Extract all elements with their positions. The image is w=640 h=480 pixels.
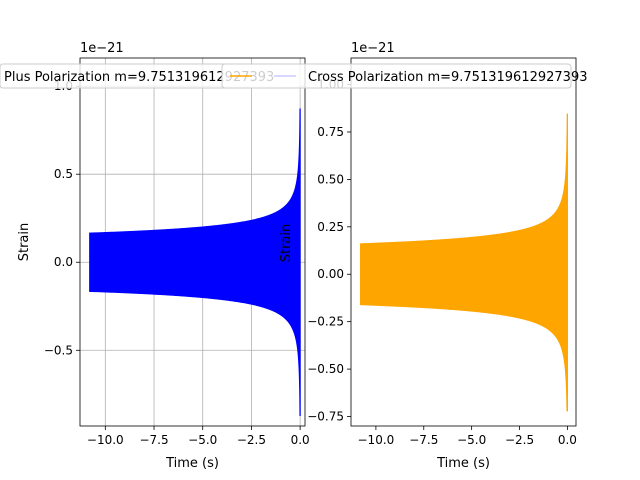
x-tick-label: −5.0	[457, 433, 486, 447]
cross-polarization-legend: Cross Polarization m=9.751319612927393	[221, 63, 587, 89]
x-tick-label: −2.5	[505, 433, 534, 447]
x-tick-label: 0.0	[558, 433, 577, 447]
y-tick-label: 0.50	[317, 172, 344, 186]
y-axis-ticks: −0.50.00.51.0	[44, 79, 80, 357]
x-tick-label: −7.5	[409, 433, 438, 447]
cross-polarization-waveform	[359, 113, 568, 412]
x-tick-label: −10.0	[87, 433, 124, 447]
x-tick-label: −10.0	[358, 433, 395, 447]
x-axis-label: Time (s)	[165, 456, 219, 471]
y-tick-label: 0.5	[54, 167, 73, 181]
y-tick-label: 0.00	[317, 267, 344, 281]
axes-frame	[79, 57, 306, 427]
x-axis-label: Time (s)	[436, 456, 490, 471]
plus-polarization-waveform	[89, 108, 301, 416]
cross-polarization-plot: −10.0 −7.5 −5.0 −2.5 0.0 −0.75−0.50−0.250.00…	[279, 41, 577, 471]
x-tick-label: 0.0	[291, 433, 310, 447]
y-tick-label: −0.50	[307, 362, 344, 376]
y-tick-label: −0.75	[307, 410, 344, 424]
legend-label: Cross Polarization m=9.751319612927393	[308, 70, 587, 85]
y-tick-label: −0.25	[307, 315, 344, 329]
y-axis-label: Strain	[279, 224, 294, 263]
plus-polarization-plot: −10.0−7.5−5.0−2.50.0 −0.50.00.51.0 1e−21…	[17, 41, 310, 471]
x-tick-label: −5.0	[188, 433, 217, 447]
y-tick-label: −0.5	[44, 343, 73, 357]
y-tick-label: 0.25	[317, 220, 344, 234]
x-axis-ticks: −10.0 −7.5 −5.0 −2.5 0.0	[87, 426, 310, 447]
legend-label: Plus Polarization m=9.751319612927393	[4, 70, 274, 85]
y-axis-label: Strain	[17, 223, 32, 262]
y-offset-label: 1e−21	[80, 41, 124, 56]
y-offset-label: 1e−21	[351, 41, 395, 56]
x-tick-label: −7.5	[139, 433, 168, 447]
y-tick-label: 0.75	[317, 125, 344, 139]
legend-box	[221, 63, 572, 89]
y-axis-ticks: −0.75−0.50−0.250.000.250.500.751.00	[307, 78, 351, 424]
x-tick-label: −2.5	[237, 433, 266, 447]
y-tick-label: 0.0	[54, 255, 73, 269]
x-axis-ticks: −10.0 −7.5 −5.0 −2.5 0.0	[358, 426, 577, 447]
axes-frame	[350, 57, 577, 427]
